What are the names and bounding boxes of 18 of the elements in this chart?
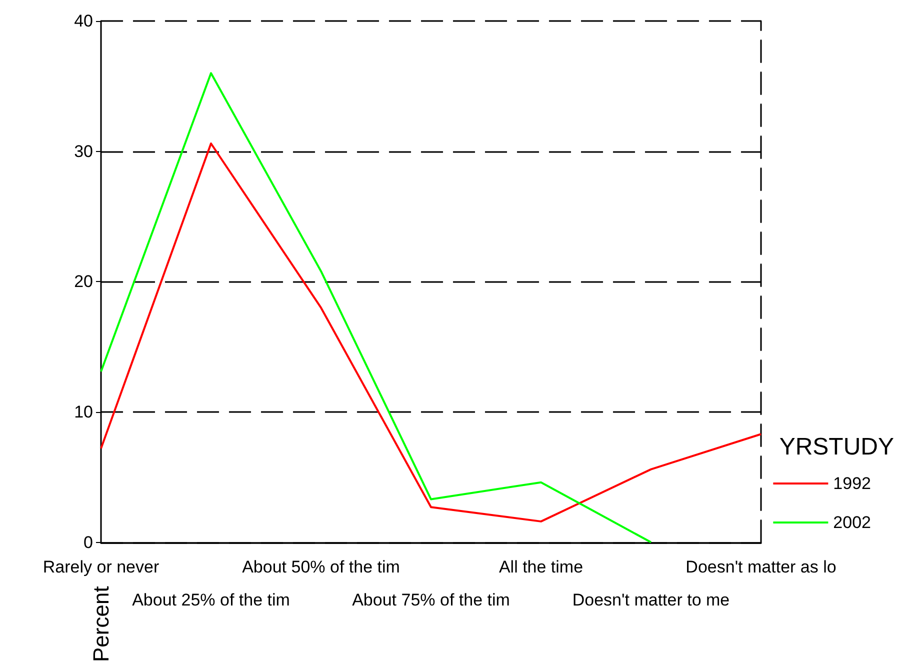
legend-label: 2002 [833, 513, 872, 532]
x-tick-label: About 50% of the tim [242, 557, 400, 576]
y-tick-label: 40 [74, 12, 93, 30]
y-tick-label: 10 [74, 402, 93, 422]
line-series [100, 142, 762, 522]
y-tick-label: 0 [84, 532, 93, 552]
x-tick-label: Rarely or never [42, 557, 160, 576]
x-tick-label: About 75% of the tim [352, 590, 510, 610]
x-tick-label: About 25% of the tim [132, 590, 290, 610]
line-series [100, 72, 652, 544]
y-axis-title: Percent [88, 586, 114, 662]
x-tick-label: All the time [498, 557, 584, 576]
x-tick-label: Doesn't matter to me [572, 590, 730, 610]
legend-label: 1992 [833, 474, 872, 493]
y-tick-label: 30 [74, 142, 93, 161]
x-tick-label: Doesn't matter as lo [686, 557, 836, 576]
legend-title: YRSTUDY [779, 434, 894, 460]
y-tick-label: 20 [74, 272, 93, 292]
